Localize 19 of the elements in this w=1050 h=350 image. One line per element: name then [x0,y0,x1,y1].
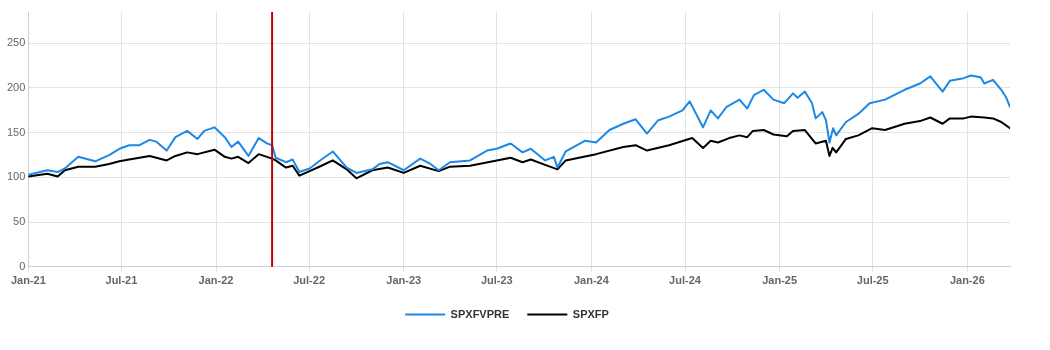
legend-label: SPXFVPRE [450,307,510,320]
x-tick-label: Jan-21 [10,274,46,287]
x-tick-label: Jul-25 [856,274,889,287]
legend-label: SPXFP [572,307,609,320]
y-tick-label: 250 [6,36,26,49]
x-tick-label: Jul-22 [293,274,326,287]
x-tick-label: Jul-23 [480,274,513,287]
x-tick-label: Jan-24 [573,274,610,287]
y-tick-label: 50 [13,215,26,228]
x-tick-label: Jan-26 [949,274,985,287]
x-tick-label: Jan-25 [762,274,798,287]
x-tick-label: Jul-21 [105,274,138,287]
y-tick-label: 100 [6,170,26,183]
x-tick-label: Jan-22 [198,274,234,287]
y-tick-label: 0 [19,259,26,272]
x-tick-label: Jan-23 [386,274,422,287]
y-tick-label: 150 [6,125,26,138]
x-tick-label: Jul-24 [669,274,702,287]
y-tick-label: 200 [6,81,26,94]
